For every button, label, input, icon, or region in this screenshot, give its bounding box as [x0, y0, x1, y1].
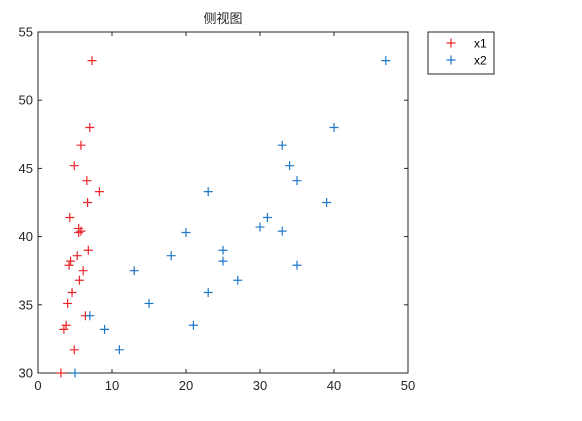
y-tick-label: 45 [19, 161, 33, 176]
data-point-x2 [144, 298, 154, 308]
x-tick-label: 10 [105, 378, 119, 393]
legend-label: x1 [474, 37, 487, 51]
data-point-x2 [262, 213, 272, 223]
y-tick-label: 50 [19, 93, 33, 108]
data-point-x1 [69, 161, 79, 171]
data-point-x1 [64, 260, 74, 270]
x-tick-label: 0 [34, 378, 41, 393]
data-point-x1 [61, 320, 71, 330]
data-point-x2 [114, 345, 124, 355]
x-tick-label: 50 [401, 378, 415, 393]
x-tick-label: 20 [179, 378, 193, 393]
data-point-x2 [233, 275, 243, 285]
data-point-x1 [72, 251, 82, 261]
legend-box [427, 31, 495, 75]
data-point-x2 [129, 266, 139, 276]
data-point-x1 [66, 256, 76, 266]
data-point-x2 [218, 256, 228, 266]
plot-area [37, 31, 409, 374]
data-point-x2 [85, 311, 95, 321]
data-point-x1 [56, 368, 66, 378]
y-tick-label: 40 [19, 229, 33, 244]
data-point-x2 [100, 324, 110, 334]
data-point-x1 [67, 288, 77, 298]
y-tick-label: 30 [19, 366, 33, 381]
data-point-x2 [292, 176, 302, 186]
data-point-x2 [277, 140, 287, 150]
data-point-x1 [82, 176, 92, 186]
y-tick-label: 35 [19, 297, 33, 312]
data-point-x2 [203, 187, 213, 197]
data-point-x2 [218, 245, 228, 255]
data-point-x1 [78, 266, 88, 276]
data-point-x1 [76, 226, 86, 236]
data-points [56, 56, 391, 378]
data-point-x2 [381, 56, 391, 66]
legend-marker-x1 [446, 38, 456, 48]
data-point-x2 [329, 122, 339, 132]
data-point-x2 [188, 320, 198, 330]
data-point-x1 [83, 198, 93, 207]
data-point-x1 [76, 140, 86, 150]
data-point-x1 [83, 245, 93, 255]
data-point-x1 [87, 56, 97, 66]
data-point-x2 [277, 226, 287, 236]
data-point-x1 [69, 345, 79, 355]
y-tick-label: 55 [19, 25, 33, 40]
data-point-x1 [74, 228, 84, 238]
legend-marker-x2 [446, 55, 456, 65]
data-point-x2 [181, 228, 191, 238]
data-point-x2 [166, 251, 176, 261]
data-point-x2 [203, 288, 213, 298]
chart-title: 侧视图 [203, 12, 242, 27]
data-point-x2 [285, 161, 295, 171]
legend-label: x2 [474, 54, 487, 68]
x-tick-label: 40 [327, 378, 341, 393]
axis-ticks: 0 10 20 30 40 50 30 35 40 45 50 55 [19, 25, 416, 394]
data-point-x1 [74, 275, 84, 285]
data-point-x1 [85, 122, 95, 132]
data-point-x1 [65, 213, 75, 223]
x-tick-label: 30 [253, 378, 267, 393]
data-point-x2 [292, 260, 302, 270]
data-point-x2 [322, 198, 332, 207]
data-point-x2 [70, 368, 80, 378]
data-point-x1 [59, 324, 69, 334]
data-point-x1 [63, 298, 73, 308]
data-point-x2 [255, 222, 265, 232]
data-point-x1 [94, 187, 104, 197]
